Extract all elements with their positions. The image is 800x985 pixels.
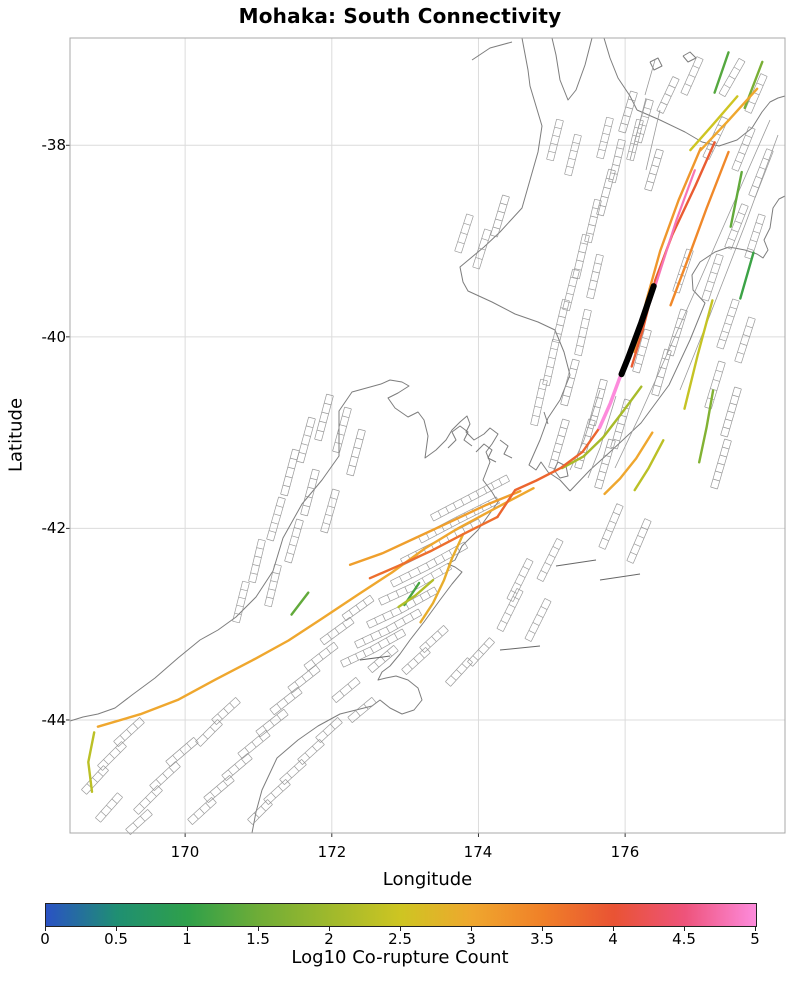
colorbar-tick-label-25: 2.5 xyxy=(388,930,412,948)
x-tick-label-174: 174 xyxy=(463,843,493,861)
colorbar-tick-label-5: 5 xyxy=(750,930,760,948)
colorbar-tick-mark xyxy=(45,927,46,931)
colorbar-tick-mark xyxy=(329,927,330,931)
y-axis-title: Latitude xyxy=(5,397,27,473)
colorbar xyxy=(45,903,757,927)
colorbar-tick-mark xyxy=(542,927,543,931)
colorbar-tick-label-15: 1.5 xyxy=(246,930,270,948)
gridlines xyxy=(70,38,785,833)
colorbar-tick-mark xyxy=(116,927,117,931)
colorbar-tick-label-0: 0 xyxy=(40,930,50,948)
fault-network xyxy=(81,56,779,835)
colorbar-tick-mark xyxy=(187,927,188,931)
colorbar-tick-label-4: 4 xyxy=(608,930,618,948)
colorbar-tick-mark xyxy=(684,927,685,931)
y-tick-label-42: -42 xyxy=(41,519,67,537)
colorbar-tick-label-45: 4.5 xyxy=(672,930,696,948)
x-tick-label-172: 172 xyxy=(317,843,347,861)
colorbar-tick-label-2: 2 xyxy=(324,930,334,948)
colorbar-tick-mark xyxy=(400,927,401,931)
rupture-traces xyxy=(87,51,764,793)
colorbar-tick-mark xyxy=(258,927,259,931)
colorbar-tick-label-35: 3.5 xyxy=(530,930,554,948)
chart-title: Mohaka: South Connectivity xyxy=(238,4,562,28)
colorbar-tick-label-1: 1 xyxy=(182,930,192,948)
y-tick-label-38: -38 xyxy=(41,136,67,154)
colorbar-gradient xyxy=(46,904,756,926)
x-axis-title: Longitude xyxy=(382,869,473,890)
colorbar-tick-label-3: 3 xyxy=(466,930,476,948)
colorbar-tick-mark xyxy=(755,927,756,931)
colorbar-tick-mark xyxy=(471,927,472,931)
y-tick-label-44: -44 xyxy=(41,711,67,729)
x-tick-label-176: 176 xyxy=(610,843,640,861)
colorbar-tick-mark xyxy=(613,927,614,931)
y-tick-label-40: -40 xyxy=(41,328,67,346)
x-tick-label-170: 170 xyxy=(170,843,200,861)
colorbar-tick-label-05: 0.5 xyxy=(104,930,128,948)
axes-frame xyxy=(66,37,786,837)
coastline xyxy=(69,37,786,834)
colorbar-title: Log10 Co-rupture Count xyxy=(291,947,509,968)
